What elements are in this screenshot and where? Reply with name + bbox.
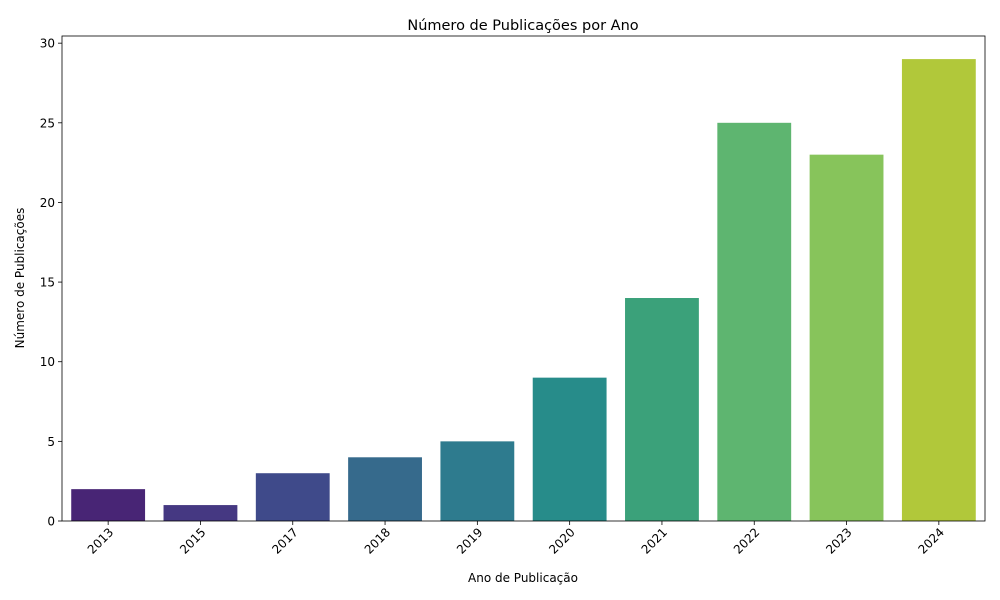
bars-group (71, 59, 976, 521)
x-tick-label-2024: 2024 (915, 525, 946, 556)
x-tick-label-2013: 2013 (85, 525, 116, 556)
y-tick-label-30: 30 (40, 37, 55, 51)
y-tick-label-5: 5 (47, 435, 55, 449)
bar-2017 (255, 473, 330, 521)
x-tick-label-2021: 2021 (639, 525, 670, 556)
y-axis: 0 5 10 15 20 25 30 (40, 37, 62, 529)
plot-frame (61, 35, 986, 522)
x-tick-label-2015: 2015 (177, 525, 208, 556)
bar-2015 (163, 505, 238, 521)
bar-2023 (809, 154, 884, 521)
x-axis-label: Ano de Publicação (468, 571, 578, 585)
bar-2022 (717, 122, 792, 521)
y-tick-label-25: 25 (40, 116, 55, 130)
chart-title: Número de Publicações por Ano (407, 18, 638, 34)
bar-2020 (532, 377, 607, 521)
x-tick-label-2019: 2019 (454, 525, 485, 556)
bar-2021 (625, 298, 699, 521)
y-tick-label-15: 15 (40, 276, 55, 290)
x-axis: 2013 2015 2017 2018 2019 2020 2021 2022 2023 2024 (85, 521, 947, 557)
bar-2018 (348, 457, 422, 521)
x-tick-label-2022: 2022 (731, 525, 762, 556)
bar-2024 (901, 59, 976, 521)
x-tick-label-2020: 2020 (546, 525, 577, 556)
y-tick-label-0: 0 (47, 515, 55, 529)
bar-2019 (440, 441, 515, 521)
y-axis-label: Número de Publicações (13, 208, 27, 349)
x-tick-label-2017: 2017 (269, 525, 300, 556)
y-tick-label-20: 20 (40, 196, 55, 210)
x-tick-label-2023: 2023 (823, 525, 854, 556)
bar-2013 (71, 489, 146, 521)
y-tick-label-10: 10 (40, 355, 55, 369)
x-tick-label-2018: 2018 (362, 525, 393, 556)
